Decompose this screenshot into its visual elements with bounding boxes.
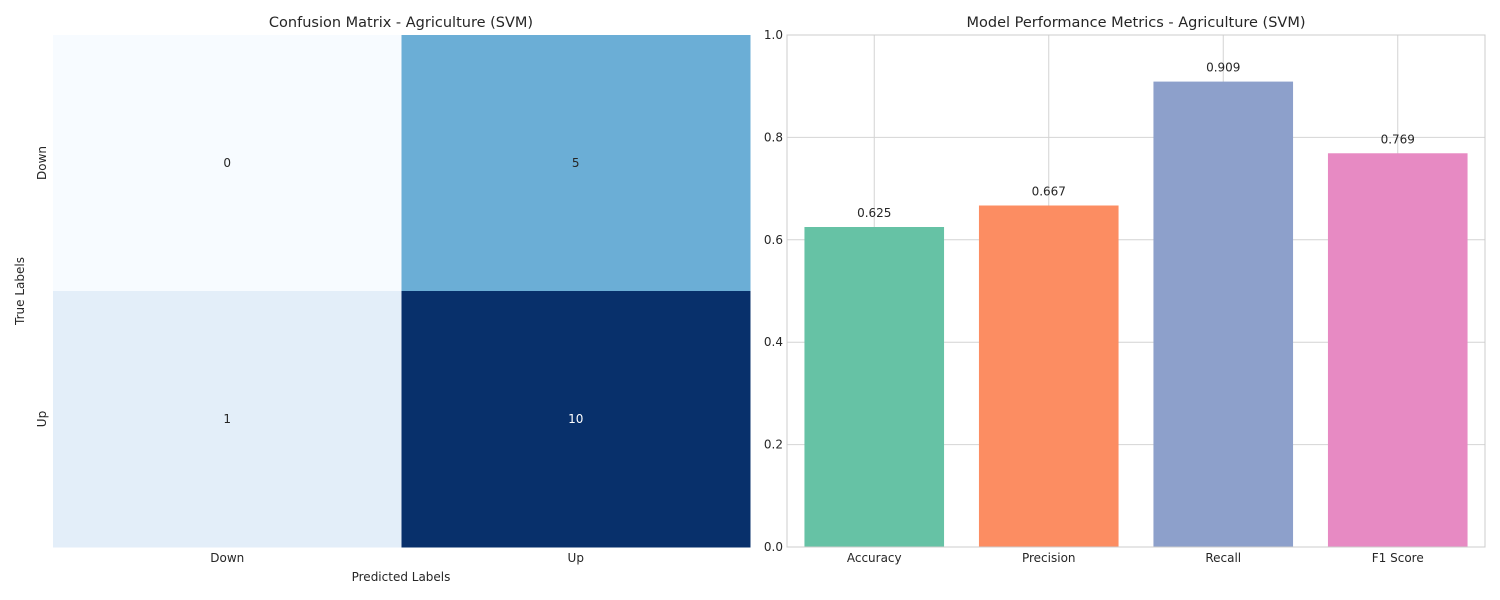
heatmap-y-axis-label: True Labels [13, 257, 27, 326]
bar-y-tick-label: 1.0 [764, 28, 783, 42]
bar-y-tick-label: 0.2 [764, 438, 783, 452]
bar-accuracy [804, 227, 945, 547]
confusion-matrix-panel: Confusion Matrix - Agriculture (SVM) 0 5 1… [13, 15, 751, 584]
bar-value-label: 0.909 [1206, 61, 1240, 75]
heatmap-x-tick-label: Down [210, 551, 244, 565]
bar-y-tick-label: 0.8 [764, 130, 783, 144]
heatmap-title: Confusion Matrix - Agriculture (SVM) [269, 15, 533, 31]
heatmap-x-ticks: Down Up [210, 551, 584, 565]
bar-x-ticks: Accuracy Precision Recall F1 Score [847, 551, 1424, 565]
bar-chart-title: Model Performance Metrics - Agriculture … [966, 15, 1305, 31]
bar-recall [1153, 81, 1294, 547]
heatmap-y-tick-label: Up [35, 411, 49, 427]
bar-value-label: 0.769 [1381, 132, 1415, 146]
bar-f1-score [1327, 153, 1468, 547]
bar-value-label: 0.625 [857, 206, 891, 220]
bar-precision [978, 205, 1119, 547]
bar-x-tick-label: Precision [1022, 551, 1076, 565]
heatmap-cell [53, 291, 402, 548]
plot-area-frame [786, 34, 1486, 548]
heatmap-y-ticks: Down Up [35, 146, 49, 427]
bar-x-tick-label: Recall [1205, 551, 1241, 565]
bar-y-ticks: 0.0 0.2 0.4 0.6 0.8 1.0 [764, 28, 783, 554]
bar-y-tick-label: 0.0 [764, 540, 783, 554]
bar-x-tick-label: F1 Score [1372, 551, 1424, 565]
bars [804, 81, 1468, 547]
heatmap-cell-label: 10 [568, 412, 583, 426]
heatmap-y-tick-label: Down [35, 146, 49, 180]
heatmap-x-axis-label: Predicted Labels [352, 570, 451, 584]
bar-value-label: 0.667 [1032, 184, 1066, 198]
heatmap-cell-label: 0 [223, 156, 231, 170]
bar-y-tick-label: 0.4 [764, 335, 783, 349]
heatmap-cell [401, 291, 751, 548]
heatmap-cell-label: 1 [223, 412, 231, 426]
heatmap-cell [401, 35, 751, 292]
heatmap-cell [53, 35, 402, 292]
heatmap-cells: 0 5 1 10 [53, 35, 751, 548]
metrics-bar-panel: Model Performance Metrics - Agriculture … [764, 15, 1486, 565]
bar-x-tick-label: Accuracy [847, 551, 902, 565]
heatmap-cell-label: 5 [572, 156, 580, 170]
heatmap-x-tick-label: Up [568, 551, 584, 565]
bar-y-tick-label: 0.6 [764, 233, 783, 247]
bar-value-labels: 0.625 0.667 0.909 0.769 [857, 61, 1415, 220]
